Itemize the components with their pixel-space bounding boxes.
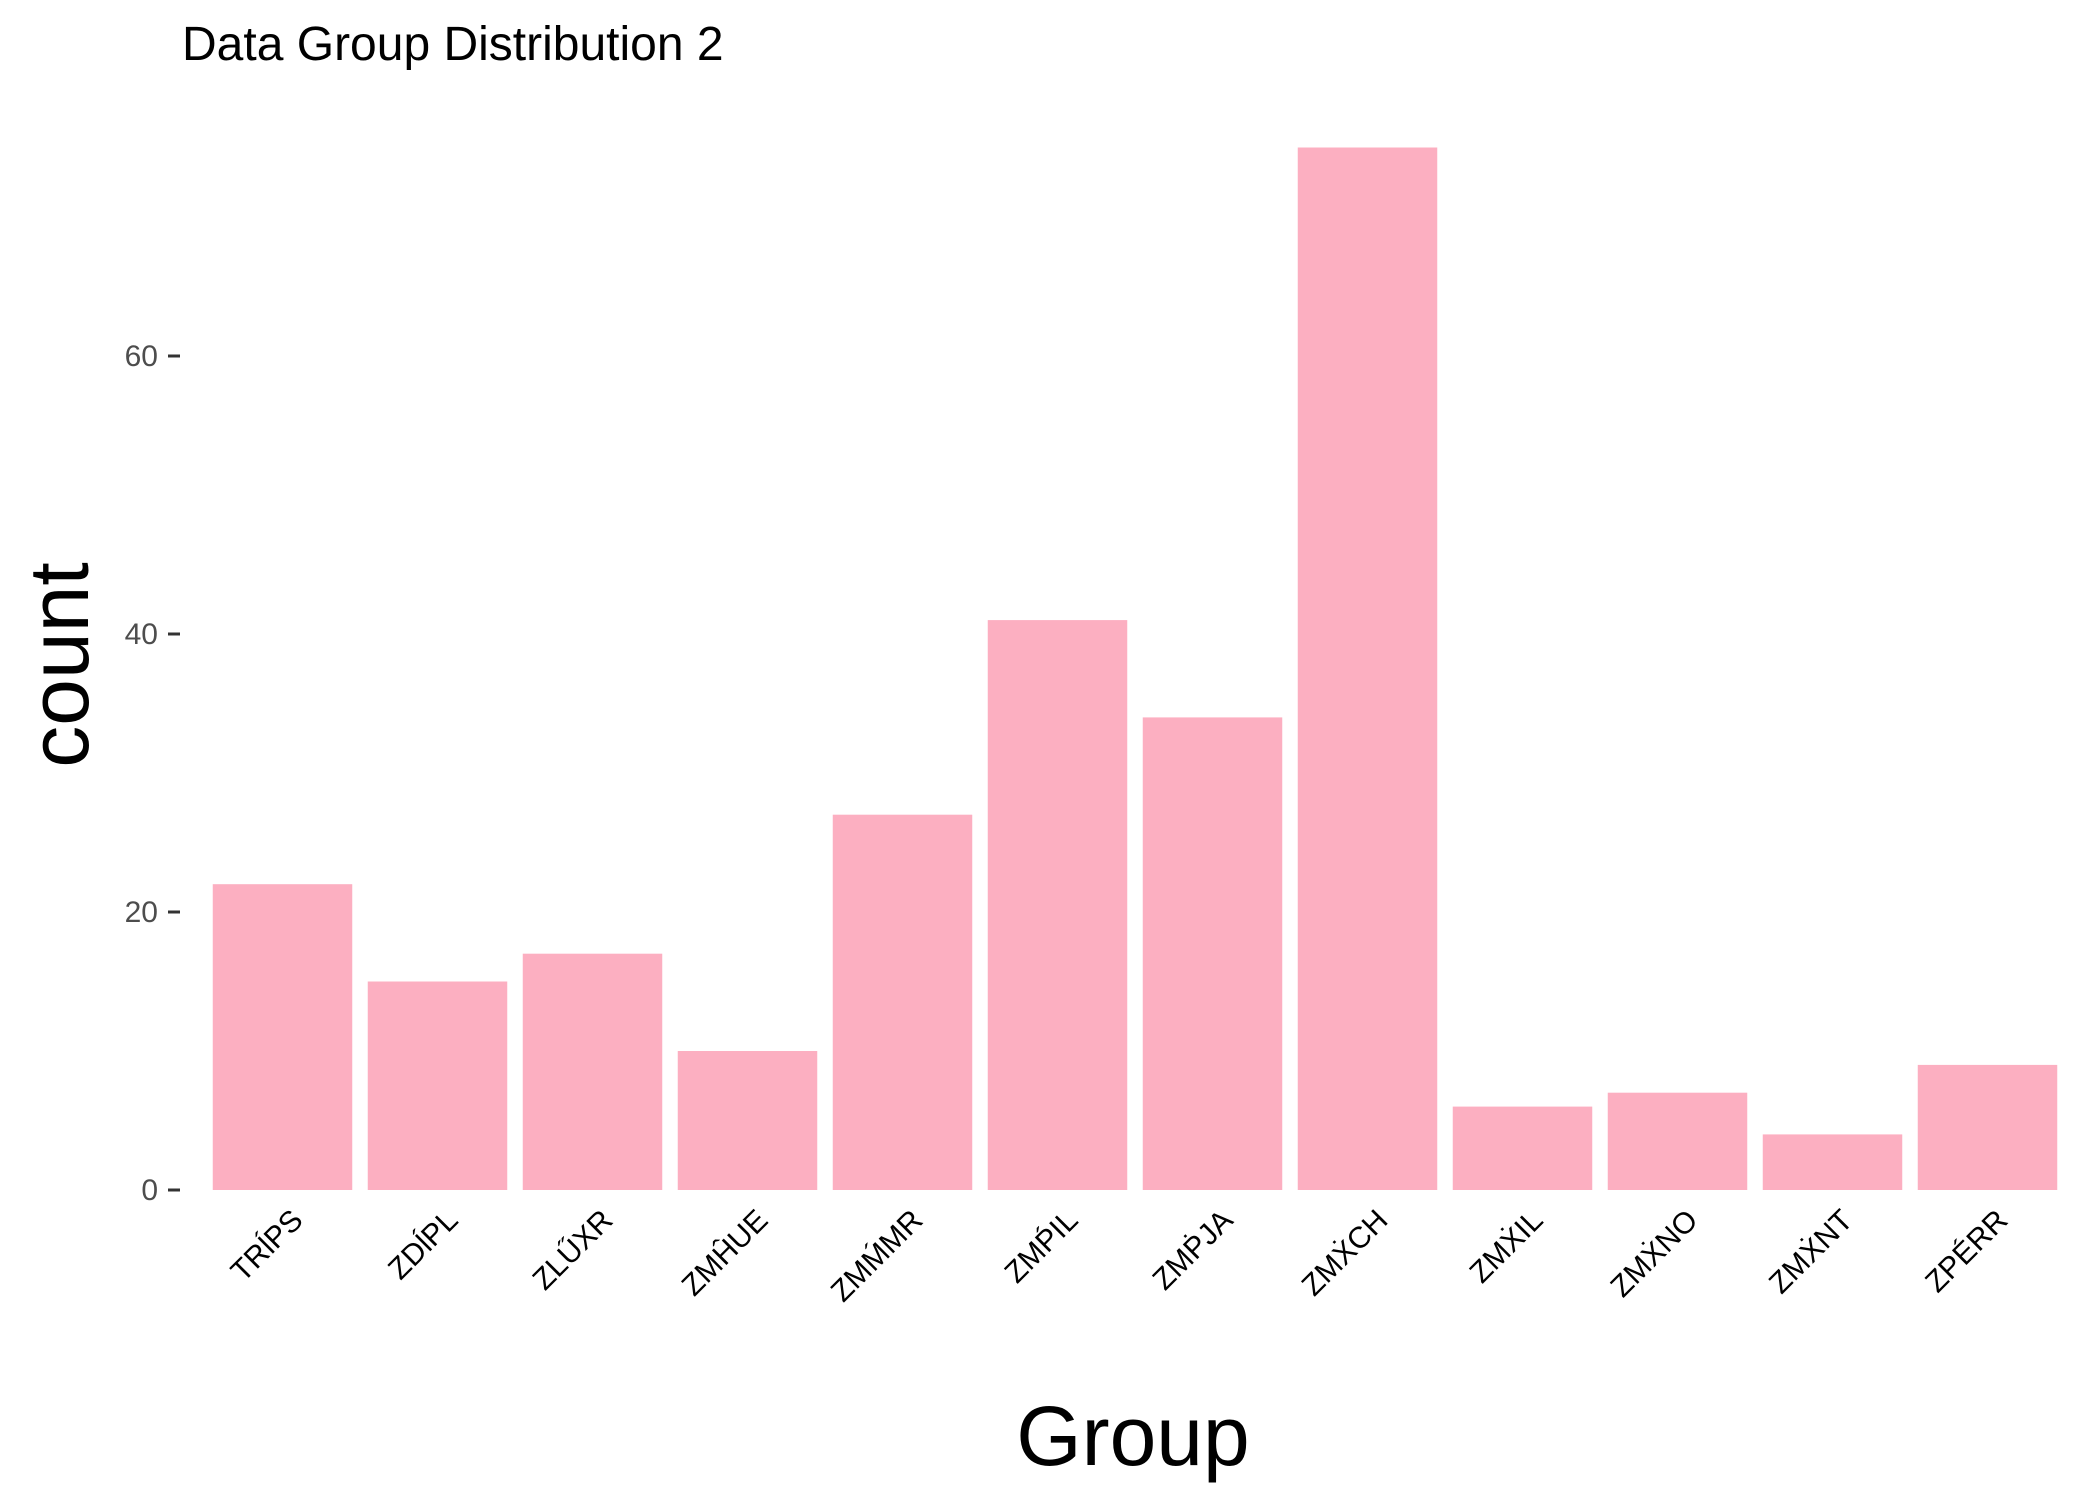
y-tick-label-0: 0 <box>141 1174 158 1207</box>
y-axis-title: count <box>12 562 106 768</box>
y-tick-label-40: 40 <box>125 618 158 651</box>
bar-zdlpl <box>367 981 508 1190</box>
bar-zmxch <box>1297 147 1438 1190</box>
x-tick-label-zperr: ZPÉRR <box>1919 1204 2014 1299</box>
x-tick-label-zmpja: ZMṖJA <box>1147 1204 1240 1297</box>
x-tick-label-zmmmr: ZMḾMR <box>825 1204 930 1309</box>
bar-zmxno <box>1607 1092 1748 1190</box>
x-tick-label-zmxch: ZMẊCH <box>1296 1204 1395 1303</box>
y-tick-label-20: 20 <box>125 896 158 929</box>
bar-zperr <box>1917 1064 2058 1190</box>
x-tick-label-zmxil: ZMẊIL <box>1464 1204 1550 1290</box>
bar-trlps <box>212 884 353 1190</box>
y-axis: 0 20 40 60 <box>125 340 180 1207</box>
bar-zmxil <box>1452 1106 1593 1190</box>
x-axis-title: Group <box>1016 1389 1249 1483</box>
x-tick-label-zdlpl: ZDĺPL <box>381 1203 464 1286</box>
bar-zluxr <box>522 953 663 1190</box>
bar-zmpil <box>987 620 1128 1190</box>
x-tick-label-zmhue: ZMĤUE <box>676 1204 775 1303</box>
bar-zmpja <box>1142 717 1283 1190</box>
bar-zmhue <box>677 1051 818 1190</box>
bars-group <box>212 147 2058 1190</box>
x-tick-label-zluxr: ZLŰXR <box>527 1204 620 1297</box>
bar-zmxnt <box>1762 1134 1903 1190</box>
x-tick-label-zmxnt: ZMẊNT <box>1763 1204 1859 1300</box>
chart-title: Data Group Distribution 2 <box>182 18 724 71</box>
bar-zmmmr <box>832 814 973 1190</box>
x-tick-label-zmpil: ZMṔIL <box>999 1204 1085 1290</box>
x-tick-label-zmxno: ZMẊNO <box>1605 1204 1705 1304</box>
x-axis: TRĺPS ZDĺPL ZLŰXR ZMĤUE ZMḾMR ZMṔIL ZMṖJA ZMẊCH… <box>224 1203 2014 1308</box>
y-tick-label-60: 60 <box>125 340 158 373</box>
x-tick-label-trlps: TRĺPS <box>224 1203 309 1288</box>
